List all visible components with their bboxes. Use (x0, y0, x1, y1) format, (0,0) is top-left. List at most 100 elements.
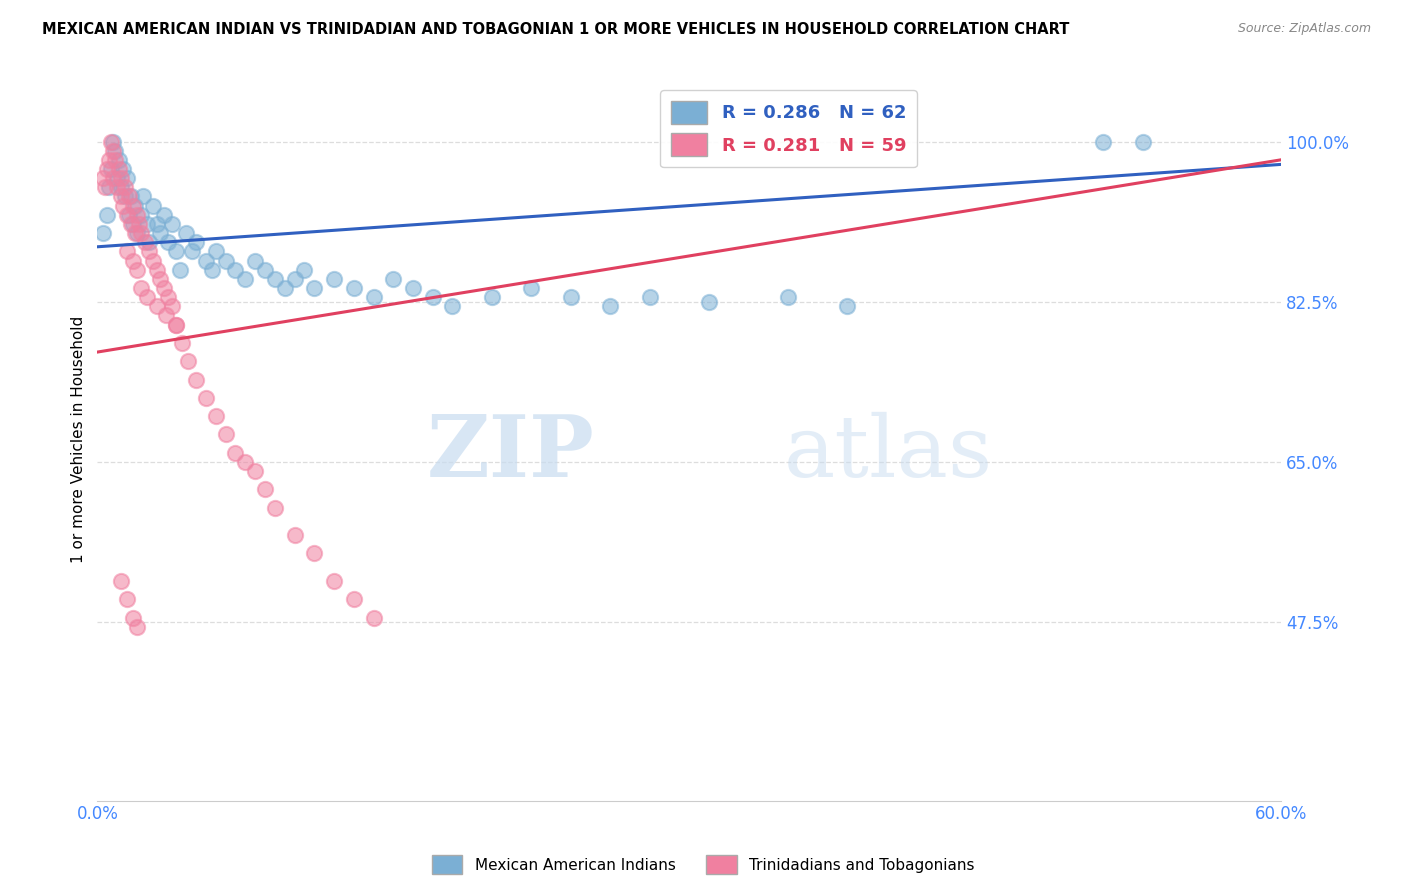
Point (184, 235, 207, 250)
Point (402, 281, 425, 295)
Point (253, 262, 276, 277)
Text: atlas: atlas (783, 412, 993, 495)
Point (129, 226, 152, 240)
Legend: Mexican American Indians, Trinidadians and Tobagonians: Mexican American Indians, Trinidadians a… (426, 849, 980, 880)
Point (115, 244, 138, 259)
Point (111, 198, 134, 212)
Point (599, 299, 621, 313)
Point (174, 226, 197, 240)
Point (243, 253, 266, 268)
Point (194, 391, 217, 405)
Point (181, 244, 204, 259)
Point (114, 189, 136, 203)
Point (110, 189, 132, 203)
Point (520, 281, 543, 295)
Point (110, 171, 132, 186)
Point (142, 198, 165, 212)
Point (284, 528, 307, 542)
Point (343, 281, 366, 295)
Point (115, 171, 138, 186)
Point (142, 253, 165, 268)
Point (481, 290, 503, 304)
Point (111, 161, 134, 176)
Point (120, 217, 142, 231)
Point (115, 208, 138, 222)
Point (115, 592, 138, 607)
Point (98, 153, 121, 167)
Point (124, 226, 146, 240)
Point (135, 217, 157, 231)
Point (264, 500, 287, 515)
Point (638, 290, 661, 304)
Point (121, 198, 143, 212)
Point (274, 281, 297, 295)
Point (363, 290, 385, 304)
Point (169, 262, 191, 277)
Point (121, 217, 143, 231)
Point (134, 235, 156, 250)
Point (101, 144, 124, 158)
Legend: R = 0.286   N = 62, R = 0.281   N = 59: R = 0.286 N = 62, R = 0.281 N = 59 (661, 90, 917, 167)
Point (132, 189, 155, 203)
Point (204, 244, 226, 259)
Point (560, 290, 582, 304)
Point (98, 180, 121, 194)
Point (135, 290, 157, 304)
Point (343, 592, 366, 607)
Point (243, 464, 266, 478)
Text: MEXICAN AMERICAN INDIAN VS TRINIDADIAN AND TOBAGONIAN 1 OR MORE VEHICLES IN HOUS: MEXICAN AMERICAN INDIAN VS TRINIDADIAN A… (42, 22, 1070, 37)
Point (91, 171, 114, 186)
Point (264, 272, 287, 286)
Point (108, 161, 131, 176)
Point (304, 546, 326, 560)
Point (304, 281, 326, 295)
Point (224, 262, 246, 277)
Point (165, 244, 187, 259)
Point (128, 217, 150, 231)
Point (153, 281, 176, 295)
Point (114, 180, 136, 194)
Point (124, 198, 146, 212)
Point (835, 299, 858, 313)
Point (145, 262, 167, 277)
Point (294, 262, 316, 277)
Point (104, 144, 127, 158)
Point (100, 135, 122, 149)
Point (776, 290, 799, 304)
Point (94, 180, 117, 194)
Point (125, 208, 148, 222)
Point (129, 208, 152, 222)
Point (121, 253, 143, 268)
Text: Source: ZipAtlas.com: Source: ZipAtlas.com (1237, 22, 1371, 36)
Point (323, 272, 346, 286)
Point (214, 253, 236, 268)
Point (363, 610, 385, 624)
Point (96, 208, 118, 222)
Point (224, 446, 246, 460)
Point (108, 153, 131, 167)
Point (104, 153, 127, 167)
Point (204, 409, 226, 424)
Point (118, 208, 141, 222)
Point (1132, 135, 1154, 149)
Point (177, 354, 200, 368)
Point (105, 171, 128, 186)
Point (162, 217, 184, 231)
Point (129, 281, 152, 295)
Point (100, 161, 122, 176)
Point (153, 208, 176, 222)
Point (138, 235, 160, 250)
Point (233, 272, 256, 286)
Point (91, 226, 114, 240)
Text: ZIP: ZIP (426, 411, 595, 495)
Point (165, 318, 187, 332)
Point (697, 294, 720, 309)
Point (201, 262, 224, 277)
Point (172, 335, 194, 350)
Point (157, 290, 180, 304)
Point (184, 372, 207, 386)
Point (118, 189, 141, 203)
Point (149, 226, 172, 240)
Point (194, 253, 217, 268)
Point (101, 171, 124, 186)
